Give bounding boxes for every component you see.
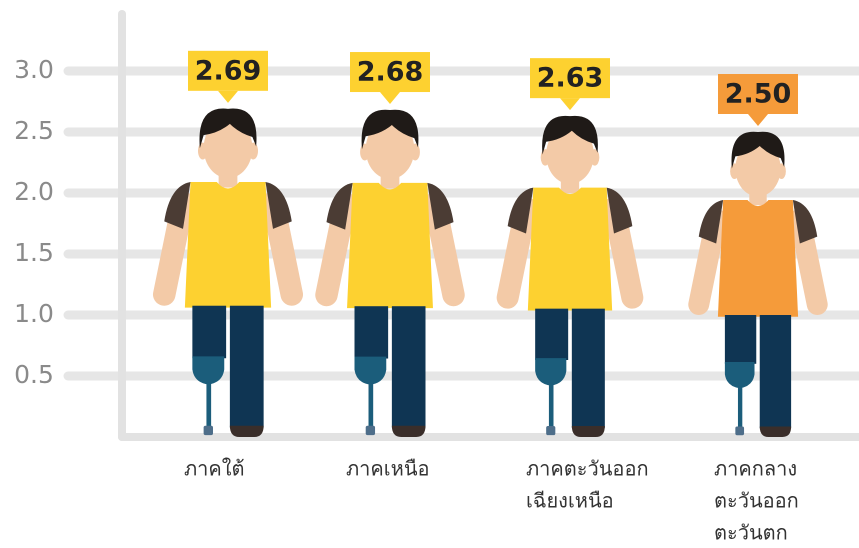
figure-part bbox=[185, 182, 271, 308]
x-tick-label: ตะวันตก bbox=[714, 521, 788, 545]
value-label-pointer bbox=[748, 114, 768, 126]
y-tick-label: 2.0 bbox=[14, 177, 54, 206]
figure-part bbox=[572, 426, 605, 437]
y-tick-label: 1.5 bbox=[14, 238, 54, 267]
figure-part bbox=[535, 358, 566, 386]
person-figure bbox=[508, 116, 633, 437]
figure-part bbox=[204, 426, 213, 435]
value-label-pointer bbox=[218, 91, 238, 103]
chart: 0.5 1.0 1.5 2.0 2.5 3.0 ภาคใต้ 2.69 ภาคเหนือ 2.68… bbox=[0, 0, 859, 548]
figure-part bbox=[366, 426, 375, 435]
figure-part bbox=[206, 383, 211, 428]
figure-part bbox=[347, 183, 433, 308]
figure-part bbox=[760, 427, 791, 437]
figure-part bbox=[230, 306, 264, 428]
figure-part bbox=[230, 426, 264, 437]
y-tick-label: 3.0 bbox=[14, 55, 54, 84]
figure-part bbox=[760, 315, 791, 428]
value-label: 2.69 bbox=[195, 55, 262, 86]
person-figure bbox=[699, 132, 818, 437]
figure-part bbox=[528, 188, 612, 311]
value-label: 2.68 bbox=[357, 57, 424, 88]
figure-part bbox=[535, 309, 568, 360]
figure-part bbox=[355, 306, 389, 358]
figure-part bbox=[392, 306, 426, 427]
figure-part bbox=[572, 309, 605, 428]
x-tick-label: ตะวันออก bbox=[714, 489, 799, 513]
figure-part bbox=[725, 362, 755, 388]
figure-part bbox=[718, 200, 798, 317]
y-tick-label: 1.0 bbox=[14, 299, 54, 328]
x-tick-label: ภาคเหนือ bbox=[346, 457, 430, 481]
person-figure bbox=[164, 109, 292, 437]
person-figure bbox=[326, 110, 453, 437]
y-tick-label: 2.5 bbox=[14, 116, 54, 145]
x-tick-label: ภาคตะวันออก bbox=[526, 457, 649, 481]
value-label: 2.63 bbox=[537, 63, 604, 94]
value-label-pointer bbox=[560, 98, 580, 110]
figure-part bbox=[549, 384, 554, 428]
figure-part bbox=[546, 426, 555, 435]
value-label-pointer bbox=[380, 92, 400, 104]
figure-part bbox=[369, 383, 374, 428]
figure-part bbox=[725, 315, 756, 364]
value-label: 2.50 bbox=[725, 79, 792, 110]
figure-part bbox=[738, 386, 742, 428]
x-tick-label: ภาคใต้ bbox=[184, 457, 245, 481]
x-tick-label: เฉียงเหนือ bbox=[526, 489, 614, 513]
figure-part bbox=[392, 426, 426, 437]
y-tick-label: 0.5 bbox=[14, 360, 54, 389]
figure-part bbox=[192, 306, 226, 359]
x-tick-label: ภาคกลาง bbox=[714, 457, 797, 481]
figure-part bbox=[735, 427, 744, 436]
